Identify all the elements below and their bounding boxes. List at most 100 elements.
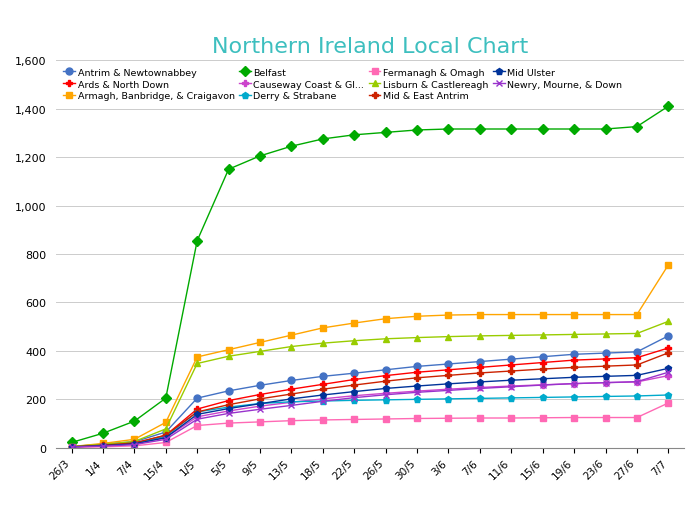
Mid & East Antrim bbox=[99, 442, 107, 448]
Derry & Strabane bbox=[130, 440, 138, 446]
Ards & North Down bbox=[193, 406, 201, 412]
Causeway Coast & Gl... bbox=[632, 379, 641, 385]
Fermanagh & Omagh bbox=[318, 417, 327, 423]
Lisburn & Castlereagh bbox=[161, 426, 170, 432]
Derry & Strabane bbox=[350, 398, 359, 404]
Armagh, Banbridge, & Craigavon bbox=[538, 312, 547, 318]
Fermanagh & Omagh bbox=[570, 415, 578, 421]
Armagh, Banbridge, & Craigavon bbox=[67, 444, 75, 450]
Derry & Strabane bbox=[67, 444, 75, 450]
Belfast bbox=[507, 127, 515, 133]
Newry, Mourne, & Down bbox=[99, 443, 107, 449]
Fermanagh & Omagh bbox=[350, 416, 359, 422]
Mid Ulster bbox=[538, 376, 547, 382]
Causeway Coast & Gl... bbox=[413, 388, 422, 394]
Lisburn & Castlereagh bbox=[381, 336, 389, 342]
Mid & East Antrim bbox=[538, 366, 547, 373]
Ards & North Down bbox=[287, 386, 295, 392]
Antrim & Newtownabbey bbox=[99, 441, 107, 447]
Belfast bbox=[413, 128, 422, 134]
Fermanagh & Omagh bbox=[130, 443, 138, 449]
Mid & East Antrim bbox=[413, 375, 422, 381]
Causeway Coast & Gl... bbox=[570, 381, 578, 387]
Derry & Strabane bbox=[193, 409, 201, 415]
Lisburn & Castlereagh bbox=[570, 332, 578, 338]
Mid Ulster bbox=[475, 379, 484, 385]
Causeway Coast & Gl... bbox=[444, 386, 452, 392]
Mid & East Antrim bbox=[318, 386, 327, 392]
Causeway Coast & Gl... bbox=[161, 435, 170, 441]
Lisburn & Castlereagh bbox=[444, 334, 452, 340]
Line: Antrim & Newtownabbey: Antrim & Newtownabbey bbox=[68, 333, 671, 450]
Mid Ulster bbox=[287, 396, 295, 402]
Newry, Mourne, & Down bbox=[193, 416, 201, 422]
Lisburn & Castlereagh bbox=[413, 335, 422, 341]
Derry & Strabane bbox=[570, 394, 578, 400]
Antrim & Newtownabbey bbox=[287, 378, 295, 384]
Lisburn & Castlereagh bbox=[507, 333, 515, 339]
Ards & North Down bbox=[632, 355, 641, 361]
Belfast bbox=[161, 395, 170, 402]
Fermanagh & Omagh bbox=[475, 415, 484, 421]
Fermanagh & Omagh bbox=[255, 419, 264, 425]
Ards & North Down bbox=[99, 443, 107, 449]
Fermanagh & Omagh bbox=[413, 416, 422, 422]
Ards & North Down bbox=[507, 362, 515, 369]
Ards & North Down bbox=[570, 357, 578, 363]
Causeway Coast & Gl... bbox=[99, 443, 107, 449]
Newry, Mourne, & Down bbox=[318, 399, 327, 405]
Mid Ulster bbox=[224, 406, 232, 412]
Belfast bbox=[350, 132, 359, 138]
Antrim & Newtownabbey bbox=[538, 354, 547, 360]
Derry & Strabane bbox=[664, 392, 672, 398]
Fermanagh & Omagh bbox=[444, 415, 452, 421]
Armagh, Banbridge, & Craigavon bbox=[570, 312, 578, 318]
Mid & East Antrim bbox=[67, 444, 75, 450]
Ards & North Down bbox=[161, 432, 170, 438]
Line: Armagh, Banbridge, & Craigavon: Armagh, Banbridge, & Craigavon bbox=[69, 263, 671, 449]
Newry, Mourne, & Down bbox=[444, 387, 452, 393]
Armagh, Banbridge, & Craigavon bbox=[287, 332, 295, 338]
Fermanagh & Omagh bbox=[161, 440, 170, 446]
Belfast bbox=[381, 130, 389, 136]
Fermanagh & Omagh bbox=[507, 415, 515, 421]
Armagh, Banbridge, & Craigavon bbox=[413, 314, 422, 320]
Lisburn & Castlereagh bbox=[255, 349, 264, 355]
Lisburn & Castlereagh bbox=[475, 333, 484, 340]
Lisburn & Castlereagh bbox=[601, 331, 609, 337]
Mid & East Antrim bbox=[507, 368, 515, 374]
Armagh, Banbridge, & Craigavon bbox=[444, 313, 452, 319]
Fermanagh & Omagh bbox=[99, 444, 107, 450]
Antrim & Newtownabbey bbox=[67, 444, 75, 450]
Antrim & Newtownabbey bbox=[161, 429, 170, 435]
Causeway Coast & Gl... bbox=[601, 380, 609, 386]
Fermanagh & Omagh bbox=[601, 415, 609, 421]
Mid & East Antrim bbox=[350, 382, 359, 388]
Causeway Coast & Gl... bbox=[507, 383, 515, 389]
Mid & East Antrim bbox=[475, 370, 484, 376]
Belfast bbox=[444, 127, 452, 133]
Mid Ulster bbox=[601, 374, 609, 380]
Mid & East Antrim bbox=[664, 350, 672, 356]
Antrim & Newtownabbey bbox=[601, 350, 609, 356]
Newry, Mourne, & Down bbox=[664, 370, 672, 376]
Ards & North Down bbox=[130, 440, 138, 446]
Line: Ards & North Down: Ards & North Down bbox=[68, 345, 671, 450]
Line: Newry, Mourne, & Down: Newry, Mourne, & Down bbox=[68, 369, 671, 450]
Line: Fermanagh & Omagh: Fermanagh & Omagh bbox=[69, 401, 671, 450]
Ards & North Down bbox=[67, 444, 75, 450]
Armagh, Banbridge, & Craigavon bbox=[475, 312, 484, 318]
Armagh, Banbridge, & Craigavon bbox=[664, 262, 672, 268]
Fermanagh & Omagh bbox=[632, 415, 641, 421]
Mid & East Antrim bbox=[632, 362, 641, 369]
Causeway Coast & Gl... bbox=[193, 414, 201, 420]
Derry & Strabane bbox=[255, 401, 264, 407]
Belfast bbox=[570, 127, 578, 133]
Mid & East Antrim bbox=[161, 432, 170, 438]
Ards & North Down bbox=[255, 392, 264, 398]
Mid Ulster bbox=[507, 377, 515, 383]
Newry, Mourne, & Down bbox=[287, 403, 295, 409]
Lisburn & Castlereagh bbox=[224, 353, 232, 359]
Lisburn & Castlereagh bbox=[193, 361, 201, 367]
Lisburn & Castlereagh bbox=[664, 319, 672, 325]
